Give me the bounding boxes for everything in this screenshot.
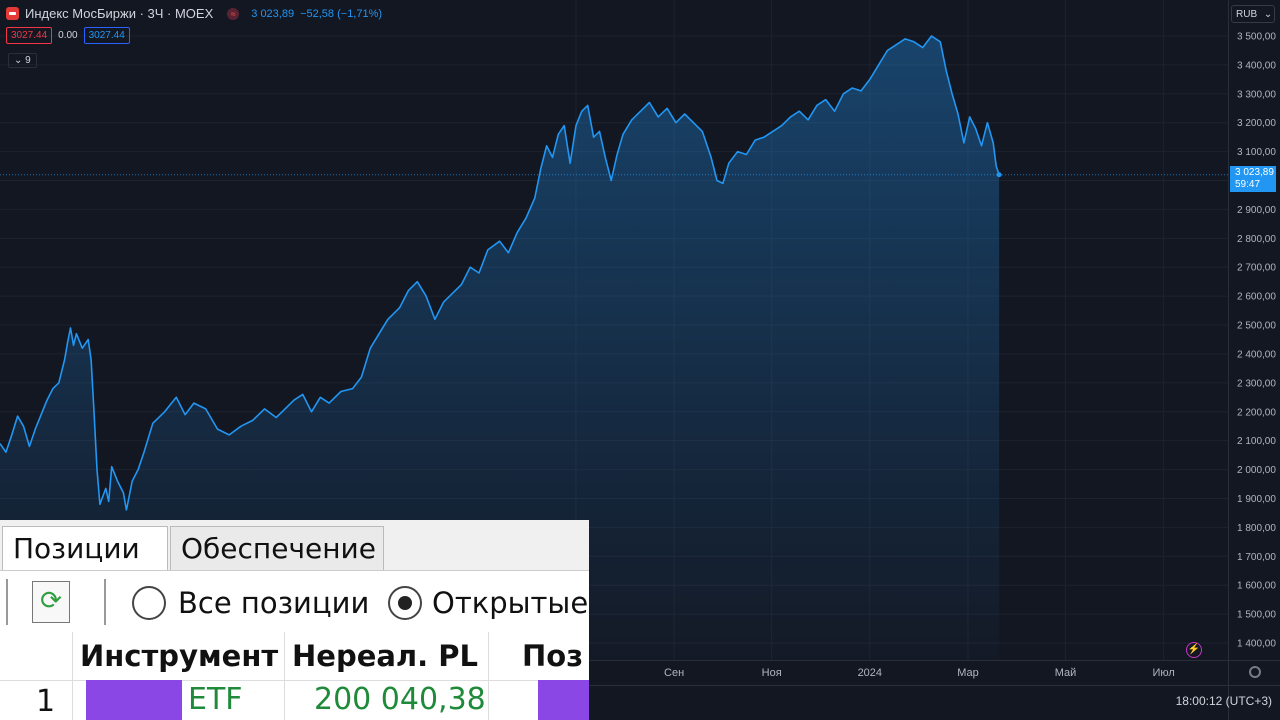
tab-collateral[interactable]: Обеспечение bbox=[170, 526, 384, 570]
toolbar-divider bbox=[104, 579, 106, 625]
symbol-header: Индекс МосБиржи · 3Ч · MOEX ≈ 3 023,89 −… bbox=[6, 6, 382, 21]
gear-icon[interactable] bbox=[1249, 666, 1261, 678]
y-tick-label: 2 300,00 bbox=[1237, 378, 1276, 389]
price-change: −52,58 (−1,71%) bbox=[300, 7, 383, 20]
refresh-icon[interactable]: ⟳ bbox=[32, 581, 70, 623]
y-tick-label: 2 800,00 bbox=[1237, 234, 1276, 245]
grid-line bbox=[0, 680, 589, 681]
y-tick-label: 2 400,00 bbox=[1237, 349, 1276, 360]
x-tick-label: 2024 bbox=[858, 667, 882, 679]
timezone-label[interactable]: 18:00:12 (UTC+3) bbox=[1175, 694, 1272, 708]
buy-price-button[interactable]: 3027.44 bbox=[83, 27, 130, 44]
x-tick-label: Июл bbox=[1153, 667, 1175, 679]
price-line bbox=[0, 35, 1000, 511]
cell-instrument[interactable]: ETF bbox=[188, 682, 243, 717]
y-tick-label: 2 200,00 bbox=[1237, 407, 1276, 418]
y-tick-label: 1 800,00 bbox=[1237, 523, 1276, 534]
market-status-icon[interactable]: ≈ bbox=[227, 7, 240, 20]
radio-selected-dot bbox=[398, 596, 412, 610]
column-header-instrument[interactable]: Инструмент bbox=[80, 639, 279, 673]
y-tick-label: 3 400,00 bbox=[1237, 60, 1276, 71]
x-tick-label: Мар bbox=[957, 667, 979, 679]
radio-all-positions[interactable] bbox=[132, 586, 166, 620]
chevron-down-icon: ⌄ bbox=[1263, 9, 1273, 20]
indicators-toggle[interactable]: ⌄ 9 bbox=[8, 53, 37, 68]
lightning-icon[interactable]: ⚡ bbox=[1186, 642, 1202, 658]
x-tick-label: Май bbox=[1055, 667, 1077, 679]
y-tick-label: 1 400,00 bbox=[1237, 639, 1276, 650]
area-fill bbox=[0, 36, 1000, 660]
x-tick-label: Сен bbox=[664, 667, 684, 679]
symbol-title[interactable]: Индекс МосБиржи · 3Ч · MOEX bbox=[25, 6, 214, 21]
current-price-tag: 3 023,89 59:47 bbox=[1230, 166, 1276, 192]
spread-value: 0.00 bbox=[58, 30, 78, 41]
row-number: 1 bbox=[36, 684, 56, 719]
positions-panel: Позиции Обеспечение ⟳ Все позиции Открыт… bbox=[0, 520, 589, 720]
y-tick-label: 2 900,00 bbox=[1237, 205, 1276, 216]
y-tick-label: 2 500,00 bbox=[1237, 321, 1276, 332]
bid-ask-row: 3027.44 0.00 3027.44 bbox=[6, 27, 130, 44]
y-tick-label: 1 900,00 bbox=[1237, 494, 1276, 505]
current-price-label: 3 023,89 bbox=[1235, 167, 1274, 178]
positions-toolbar: ⟳ Все позиции Открытые bbox=[0, 570, 589, 633]
y-tick-label: 1 700,00 bbox=[1237, 552, 1276, 563]
sell-price-button[interactable]: 3027.44 bbox=[6, 27, 53, 44]
y-tick-label: 3 100,00 bbox=[1237, 147, 1276, 158]
indicators-count: 9 bbox=[25, 55, 31, 66]
moex-logo-icon bbox=[6, 7, 19, 20]
last-point bbox=[996, 172, 1002, 178]
column-header-position[interactable]: Поз bbox=[522, 639, 584, 673]
radio-open-label[interactable]: Открытые bbox=[432, 586, 589, 620]
y-tick-label: 1 500,00 bbox=[1237, 610, 1276, 621]
bar-countdown: 59:47 bbox=[1235, 179, 1261, 190]
grid-line bbox=[284, 632, 285, 720]
x-tick-label: Ноя bbox=[762, 667, 782, 679]
y-tick-label: 2 700,00 bbox=[1237, 263, 1276, 274]
grid-line bbox=[488, 632, 489, 720]
currency-select[interactable]: RUB ⌄ bbox=[1231, 5, 1275, 23]
cell-unrealized-pl[interactable]: 200 040,38 bbox=[314, 682, 486, 717]
row-color-marker bbox=[86, 680, 182, 720]
y-tick-label: 3 200,00 bbox=[1237, 118, 1276, 129]
panel-tabs: Позиции Обеспечение bbox=[0, 520, 589, 570]
last-price: 3 023,89 bbox=[251, 7, 295, 20]
radio-open-positions[interactable] bbox=[388, 586, 422, 620]
tab-positions[interactable]: Позиции bbox=[2, 526, 168, 570]
y-tick-label: 2 000,00 bbox=[1237, 465, 1276, 476]
radio-all-label[interactable]: Все позиции bbox=[178, 586, 370, 620]
y-tick-label: 1 600,00 bbox=[1237, 581, 1276, 592]
grid-line bbox=[72, 632, 73, 720]
y-tick-label: 3 300,00 bbox=[1237, 89, 1276, 100]
toolbar-divider bbox=[6, 579, 8, 625]
row-color-marker bbox=[538, 680, 589, 720]
y-tick-label: 2 600,00 bbox=[1237, 292, 1276, 303]
column-header-unrealized-pl[interactable]: Нереал. PL bbox=[292, 639, 479, 673]
y-tick-label: 3 500,00 bbox=[1237, 32, 1276, 43]
y-tick-label: 2 100,00 bbox=[1237, 436, 1276, 447]
currency-label: RUB bbox=[1236, 9, 1258, 20]
